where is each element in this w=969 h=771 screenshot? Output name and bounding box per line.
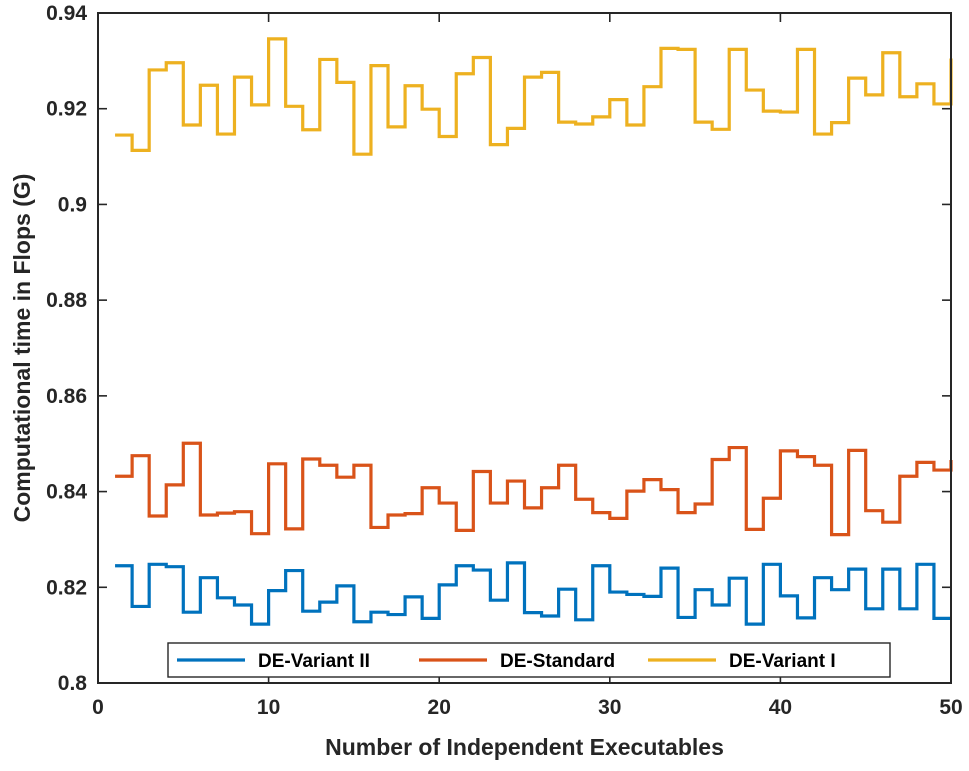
tick-layer: 0 10 20 30 40 50 0.8 0.82 0.84 0.86 0.88 0.9 0.92 0.9… — [46, 2, 963, 719]
y-tick-label: 0.86 — [46, 385, 87, 408]
series-line-1 — [115, 561, 951, 626]
plot-frame — [97, 12, 952, 684]
x-axis-label: Number of Independent Executables — [325, 734, 724, 760]
legend-label-3: DE-Variant I — [729, 651, 836, 672]
legend-label-2: DE-Standard — [500, 651, 615, 672]
legend-box — [167, 642, 891, 678]
x-tick-label: 30 — [598, 696, 621, 719]
x-tick-label: 0 — [92, 696, 104, 719]
legend-label-1: DE-Variant II — [258, 651, 370, 672]
legend: DE-Variant II DE-Standard DE-Variant I — [167, 642, 891, 678]
series-line-2 — [115, 441, 953, 537]
series-layer — [115, 37, 953, 626]
x-tick-label: 50 — [939, 696, 962, 719]
y-tick-label: 0.82 — [46, 576, 87, 599]
series-line-3 — [115, 37, 953, 156]
y-tick-label: 0.9 — [58, 193, 87, 216]
x-tick-label: 20 — [428, 696, 451, 719]
x-tick-label: 10 — [257, 696, 280, 719]
x-tick-label: 40 — [769, 696, 792, 719]
y-tick-label: 0.94 — [46, 2, 87, 25]
y-tick-label: 0.88 — [46, 289, 87, 312]
y-tick-label: 0.92 — [46, 98, 87, 121]
y-axis-label: Computational time in Flops (G) — [9, 174, 35, 523]
y-tick-label: 0.84 — [46, 481, 87, 504]
y-tick-label: 0.8 — [58, 672, 88, 695]
